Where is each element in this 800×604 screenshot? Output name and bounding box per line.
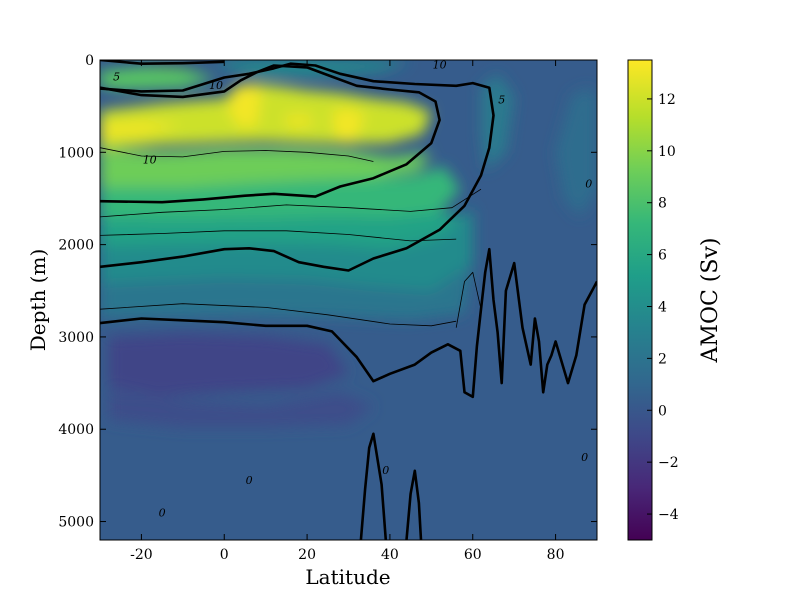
heatmap-region — [100, 120, 183, 139]
heatmap-region — [100, 207, 473, 291]
contour-label: 10 — [143, 154, 157, 167]
x-tick-label: 20 — [298, 547, 316, 563]
contour-label: 5 — [113, 71, 120, 84]
colorbar-title: AMOC (Sv) — [698, 238, 723, 364]
y-tick-label: 2000 — [58, 238, 94, 254]
x-tick-label: 40 — [381, 547, 399, 563]
contour-line-0 — [359, 432, 388, 540]
heatmap-region — [282, 113, 316, 129]
x-tick-label: -20 — [130, 547, 153, 563]
contour-line-10 — [100, 147, 374, 162]
plot-area: 5 10 10 10 5 0 0 0 0 0 — [99, 59, 598, 541]
heatmap-region — [100, 67, 216, 90]
heatmap-region — [108, 392, 374, 428]
contour-line-0 — [405, 469, 423, 540]
contour-labels: 5 10 10 10 5 0 0 0 0 0 — [113, 59, 592, 520]
x-tick-label: 80 — [547, 547, 565, 563]
heatmap-region — [331, 108, 366, 144]
contour-line-0 — [100, 303, 457, 327]
heatmap-region — [100, 148, 432, 188]
x-axis: -20 0 20 40 60 80 — [130, 60, 564, 563]
colorbar-tick-label: 0 — [658, 403, 667, 419]
colorbar-tick-label: 6 — [658, 248, 667, 264]
heatmap-region — [216, 60, 411, 77]
heatmap-region — [108, 333, 349, 397]
colorbar-tick-label: 8 — [658, 196, 667, 212]
colorbar-tick-label: 2 — [658, 351, 667, 367]
contour-label: 0 — [159, 506, 166, 519]
contour-label: 0 — [246, 474, 253, 487]
contour-line-0 — [455, 271, 482, 328]
heatmap-field — [100, 60, 597, 540]
contour-line-5 — [100, 230, 457, 242]
heatmap-region — [100, 263, 473, 321]
x-tick-label: 0 — [220, 547, 229, 563]
contour-label: 0 — [382, 464, 389, 477]
y-tick-label: 5000 — [58, 515, 94, 531]
contour-label: 0 — [585, 178, 592, 191]
colorbar-ticks: −4 −2 0 2 4 6 8 10 12 — [647, 92, 679, 523]
contour-line-10 — [100, 60, 225, 66]
y-tick-label: 0 — [85, 53, 94, 69]
x-tick-label: 60 — [464, 547, 482, 563]
contour-lines — [100, 60, 597, 540]
colorbar-tick-label: 12 — [658, 92, 676, 108]
contour-line-5 — [100, 62, 495, 272]
contour-line-5 — [100, 188, 482, 218]
y-tick-label: 3000 — [58, 330, 94, 346]
heatmap-region — [228, 83, 262, 129]
y-tick-label: 1000 — [58, 145, 94, 161]
colorbar-tick-label: 10 — [658, 144, 676, 160]
colorbar-gradient — [627, 59, 653, 541]
plot-frame — [99, 59, 598, 541]
colorbar-tick-label: 4 — [658, 299, 667, 315]
x-axis-title: Latitude — [305, 565, 390, 589]
contour-label: 0 — [581, 451, 588, 464]
y-tick-label: 4000 — [58, 422, 94, 438]
colorbar-tick-label: −4 — [658, 507, 679, 523]
contour-line-0 — [100, 247, 597, 399]
contour-label: 5 — [498, 94, 505, 107]
colorbar: −4 −2 0 2 4 6 8 10 12 AMOC (Sv) — [627, 59, 723, 541]
contour-label: 10 — [433, 59, 447, 72]
heatmap-region — [555, 87, 597, 217]
contour-label: 10 — [209, 79, 223, 92]
colorbar-tick-label: −2 — [658, 455, 679, 471]
y-axis-title: Depth (m) — [26, 249, 50, 352]
contour-line-10 — [100, 64, 441, 204]
